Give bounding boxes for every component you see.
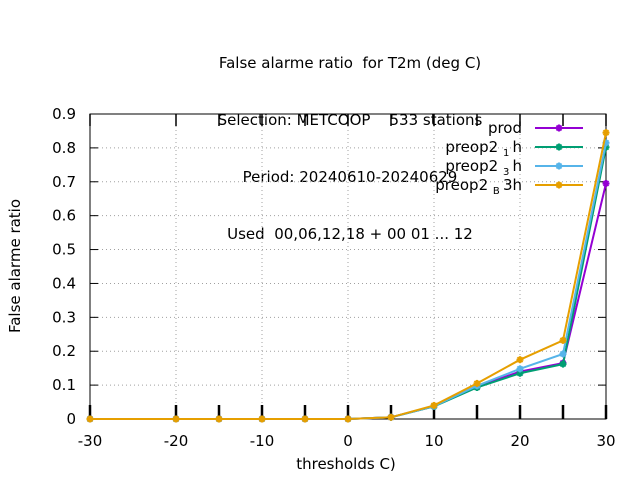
marker-stroke — [559, 360, 567, 368]
y-tick-label: 0.6 — [52, 207, 76, 225]
data-point — [602, 179, 610, 187]
marker-stroke — [344, 415, 352, 423]
legend-label: preop2 1 h — [445, 138, 522, 159]
legend-label: preop2 B 3h — [435, 176, 522, 197]
x-tick-label: 0 — [343, 432, 353, 450]
data-point — [86, 415, 94, 423]
legend-label: prod — [488, 119, 522, 137]
legend-marker — [555, 124, 563, 132]
data-point — [344, 415, 352, 423]
y-tick-label: 0.2 — [52, 342, 76, 360]
legend-label-main: preop2 — [445, 157, 503, 175]
series-line-3 — [90, 132, 607, 420]
x-tick-label: 30 — [596, 432, 615, 450]
x-tick-label: -30 — [78, 432, 103, 450]
y-tick-label: 0.7 — [52, 173, 76, 191]
y-tick-label: 0.8 — [52, 139, 76, 157]
marker-stroke — [301, 415, 309, 423]
marker-stroke — [172, 415, 180, 423]
legend-label-sub: B — [493, 186, 503, 197]
y-axis-label: False alarme ratio — [6, 198, 24, 334]
x-tick-label: -10 — [250, 432, 275, 450]
data-point — [473, 379, 481, 387]
marker-stroke — [559, 350, 567, 358]
x-tick-label: -20 — [164, 432, 189, 450]
x-tick-label: 10 — [424, 432, 443, 450]
y-tick-label: 0 — [66, 410, 76, 428]
marker-stroke — [602, 129, 610, 136]
legend-marker — [555, 181, 563, 189]
data-point — [258, 415, 266, 423]
data-point — [516, 356, 524, 364]
marker-stroke — [555, 143, 563, 151]
legend-label-main: preop2 — [445, 138, 503, 156]
legend-label-tail: 3h — [503, 176, 522, 194]
data-point — [301, 415, 309, 423]
x-tick-label: 20 — [510, 432, 529, 450]
marker-stroke — [559, 337, 567, 344]
marker-stroke — [258, 415, 266, 423]
data-point — [516, 365, 524, 373]
y-tick-label: 0.4 — [52, 274, 76, 292]
legend-label-sub: 3 — [503, 167, 513, 178]
marker-stroke — [473, 380, 481, 387]
title-line-4: Used 00,06,12,18 + 00 01 ... 12 — [227, 225, 473, 243]
y-tick-label: 0.9 — [52, 105, 76, 123]
marker-stroke — [86, 415, 94, 423]
marker-stroke — [555, 124, 563, 132]
legend-label-tail: h — [512, 157, 522, 175]
marker-stroke — [215, 415, 223, 423]
title-line-2: Selection: METCOOP 533 stations — [217, 111, 483, 129]
legend-marker — [555, 162, 563, 170]
series-line-2 — [90, 142, 607, 420]
x-axis-label: thresholds C) — [296, 455, 396, 473]
data-point — [602, 129, 610, 137]
marker-stroke — [516, 365, 524, 373]
data-point — [559, 360, 567, 368]
data-point — [387, 413, 395, 421]
legend-label-sub: 1 — [503, 148, 513, 159]
chart-title: False alarme ratio for T2m (deg C) Selec… — [170, 16, 530, 282]
legend-label-tail: h — [512, 138, 522, 156]
legend-marker — [555, 143, 563, 151]
data-point — [559, 336, 567, 344]
marker-stroke — [430, 402, 438, 409]
y-tick-label: 0.5 — [52, 241, 76, 259]
data-point — [172, 415, 180, 423]
y-tick-label: 0.1 — [52, 376, 76, 394]
marker-stroke — [516, 356, 524, 363]
marker-stroke — [602, 180, 610, 187]
data-point — [215, 415, 223, 423]
y-tick-label: 0.3 — [52, 308, 76, 326]
legend-label-main: preop2 — [435, 176, 493, 194]
data-point — [559, 350, 567, 358]
marker-stroke — [555, 162, 563, 170]
data-point — [430, 401, 438, 409]
marker-stroke — [555, 181, 563, 189]
marker-stroke — [387, 414, 395, 421]
title-line-1: False alarme ratio for T2m (deg C) — [218, 54, 482, 72]
legend-label: preop2 3 h — [445, 157, 522, 178]
